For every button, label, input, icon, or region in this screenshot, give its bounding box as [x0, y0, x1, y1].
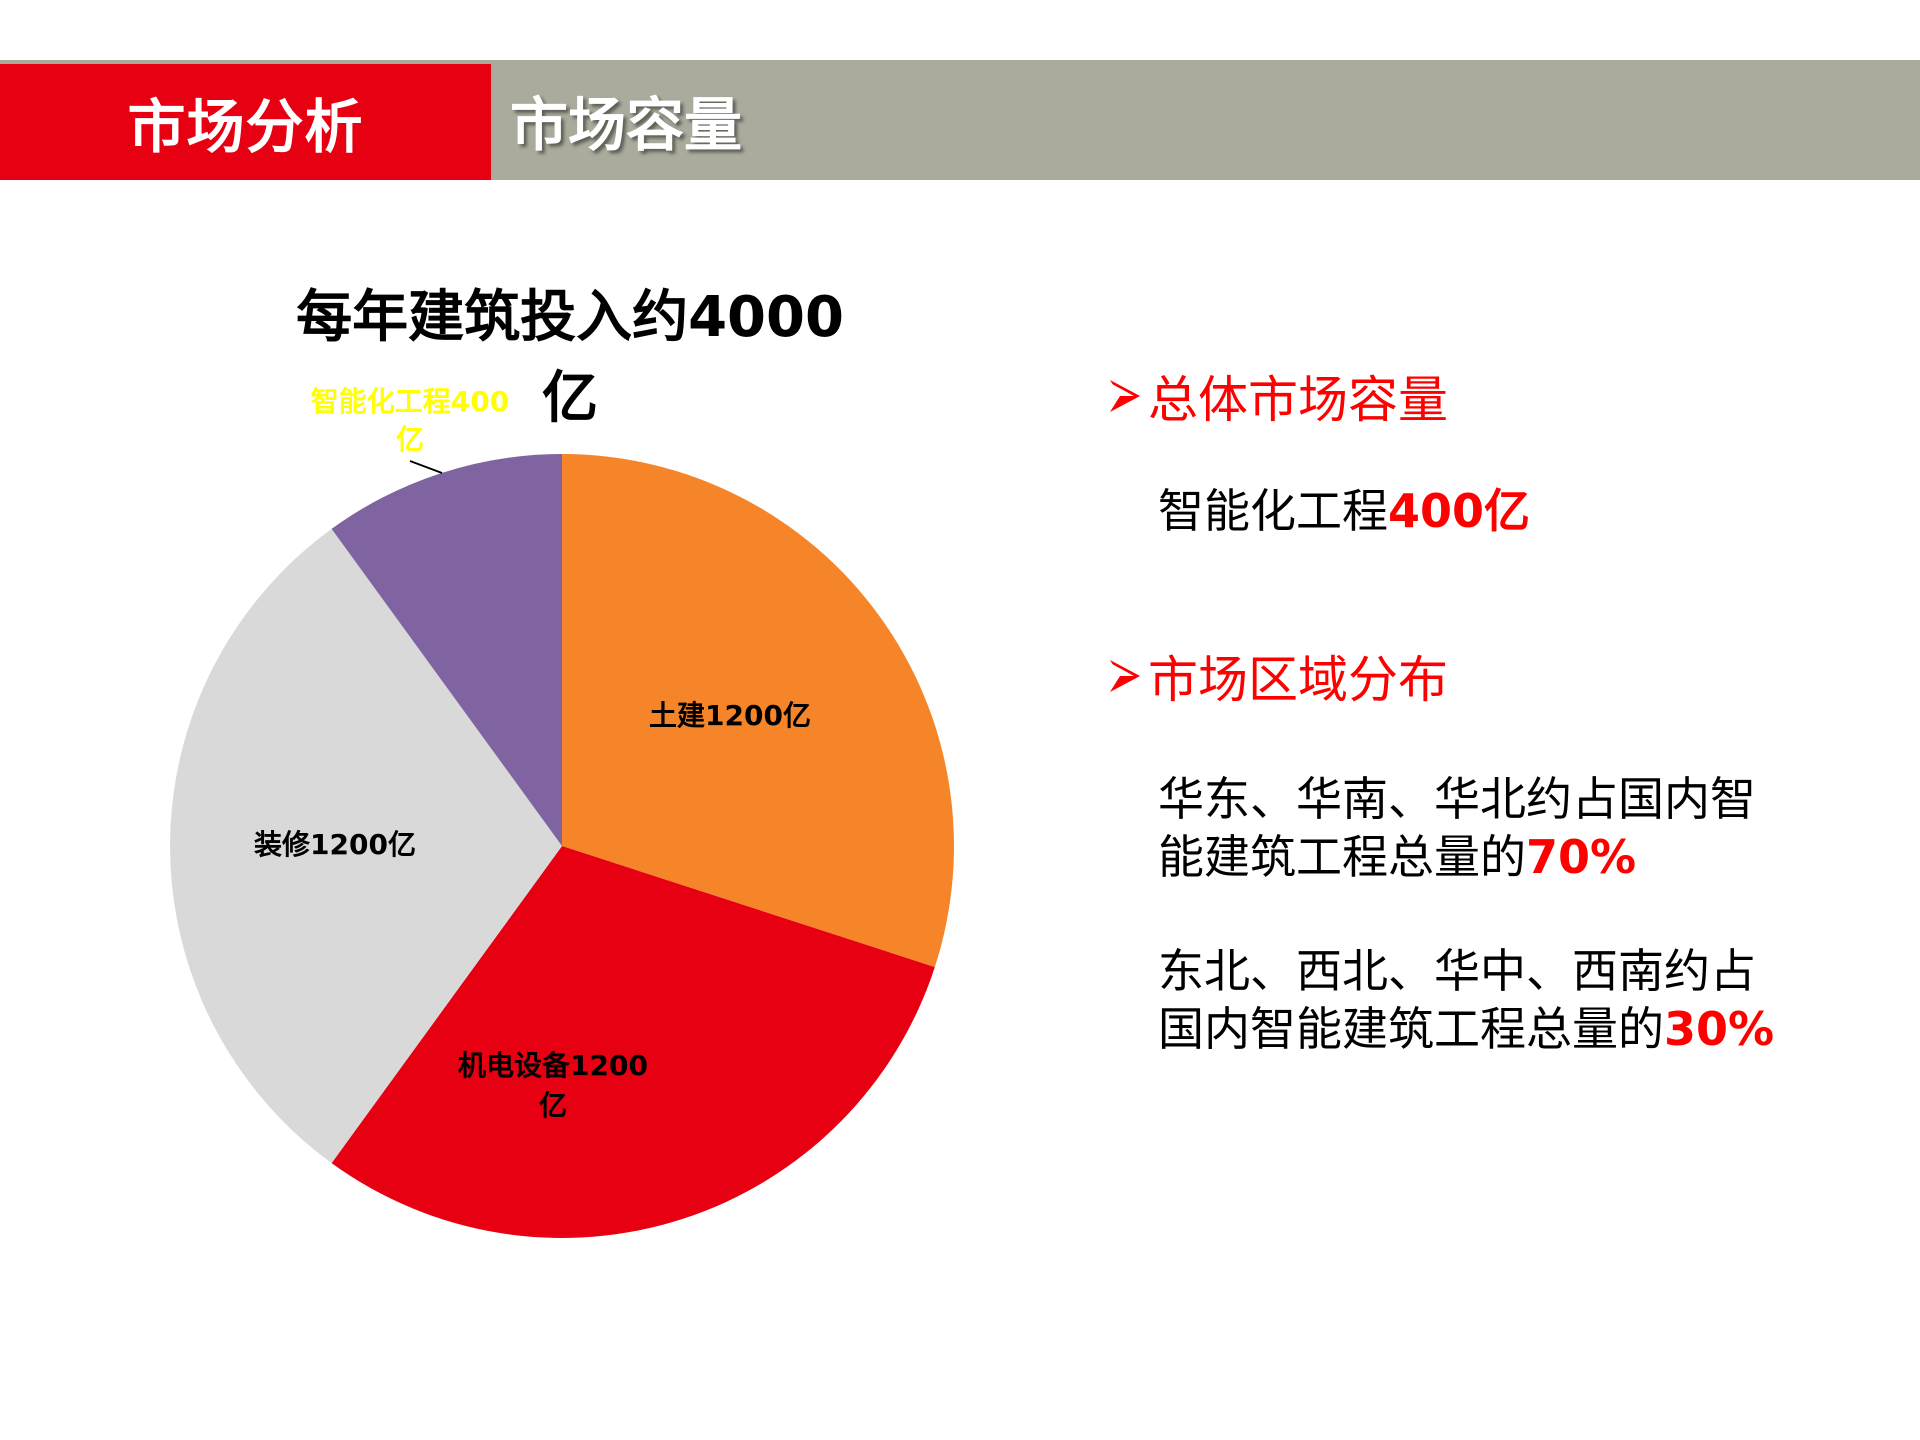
slice-zhuangxiu — [170, 528, 562, 1164]
label-zhineng-line1: 智能化工程400 — [310, 385, 510, 418]
bullet-label: 总体市场容量 — [1148, 371, 1448, 429]
text: 国内智能建筑工程总量的 — [1158, 1002, 1664, 1056]
paragraph-line: 东北、西北、华中、西南约占 — [1158, 944, 1756, 998]
section-title: 市场分析 — [127, 93, 364, 161]
paragraph-line: 能建筑工程总量的70% — [1158, 828, 1756, 886]
label-tujian: 土建1200亿 — [649, 699, 811, 732]
chart-title: 每年建筑投入约4000亿 — [296, 285, 844, 431]
slice-jidian — [331, 846, 935, 1238]
label-jidian-line2: 亿 — [538, 1089, 567, 1122]
arrow-bullet-icon — [1110, 380, 1140, 412]
label-zhineng-line2: 亿 — [395, 423, 424, 456]
label-zhuangxiu: 装修1200亿 — [254, 828, 416, 861]
percent-value: 30% — [1664, 1002, 1775, 1056]
item-value: 400亿 — [1388, 484, 1531, 538]
text: 能建筑工程总量的 — [1158, 830, 1526, 884]
paragraph-line: 国内智能建筑工程总量的30% — [1158, 1000, 1774, 1058]
item-label: 智能化工程 — [1158, 484, 1388, 538]
paragraph-line: 华东、华南、华北约占国内智 — [1158, 772, 1756, 826]
total-capacity-text: 智能化工程400亿 — [1158, 482, 1530, 540]
label-jidian-line1: 机电设备1200 — [458, 1049, 648, 1082]
region-paragraph-2: 东北、西北、华中、西南约占 国内智能建筑工程总量的30% — [1158, 942, 1774, 1058]
bullet-label: 市场区域分布 — [1148, 651, 1448, 709]
section-block — [0, 64, 491, 180]
leader-line — [409, 460, 443, 474]
arrow-bullet-icon — [1110, 660, 1140, 692]
percent-value: 70% — [1526, 830, 1637, 884]
slice-zhineng — [331, 454, 562, 846]
bullet-region-distribution: 市场区域分布 — [1108, 640, 1448, 712]
page-title: 市场容量 — [510, 91, 743, 159]
bullet-total-capacity: 总体市场容量 — [1108, 360, 1448, 432]
region-paragraph-1: 华东、华南、华北约占国内智 能建筑工程总量的70% — [1158, 770, 1756, 886]
slice-tujian — [562, 454, 954, 968]
